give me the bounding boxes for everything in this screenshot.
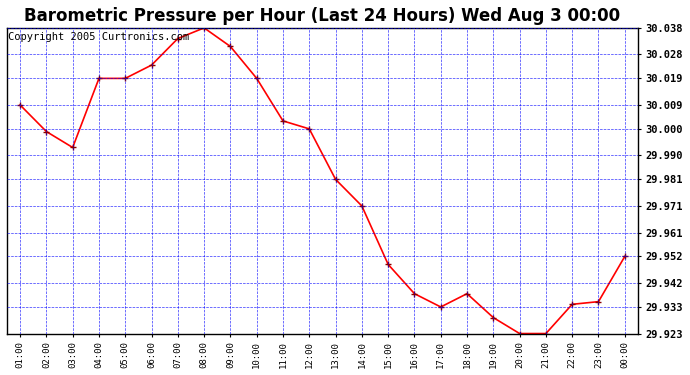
Text: Copyright 2005 Curtronics.com: Copyright 2005 Curtronics.com: [8, 33, 190, 42]
Title: Barometric Pressure per Hour (Last 24 Hours) Wed Aug 3 00:00: Barometric Pressure per Hour (Last 24 Ho…: [24, 7, 620, 25]
